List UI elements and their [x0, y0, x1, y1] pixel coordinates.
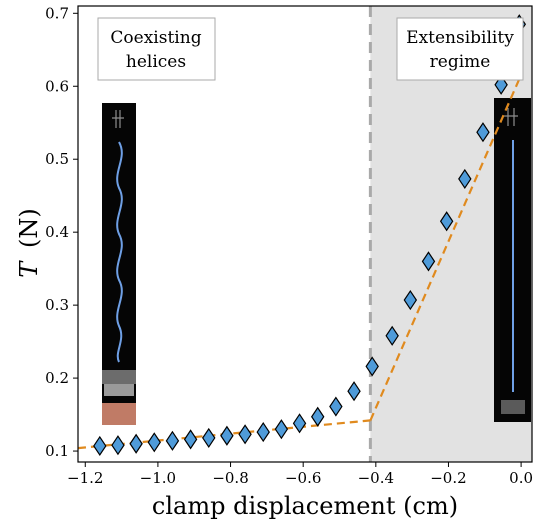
x-axis-ticks: −1.2 −1.0 −0.8 −0.6 −0.4 −0.2 0.0: [67, 462, 533, 487]
y-tick-label: 0.7: [45, 4, 69, 22]
straight-filament-photo-inset: [494, 98, 531, 422]
data-point: [403, 289, 418, 311]
y-tick-label: 0.3: [45, 296, 69, 314]
data-point: [310, 406, 325, 427]
data-point: [183, 429, 198, 450]
helix-photo-inset: [102, 103, 136, 425]
annotation-line: Coexisting: [110, 28, 201, 48]
data-point: [202, 427, 216, 449]
y-axis-label: T (N): [15, 208, 43, 277]
data-point: [256, 422, 270, 443]
data-point: [238, 424, 252, 445]
y-tick-label: 0.5: [45, 150, 69, 168]
data-point: [458, 168, 472, 189]
annotation-line: helices: [126, 52, 186, 72]
fit-line: [369, 78, 521, 421]
x-tick-label: −1.0: [140, 469, 176, 487]
y-tick-label: 0.4: [45, 223, 69, 241]
data-point: [147, 432, 161, 453]
data-point: [93, 435, 107, 457]
data-point: [292, 413, 307, 434]
data-point: [476, 122, 490, 143]
data-point: [439, 211, 454, 232]
data-point: [165, 430, 180, 451]
data-point: [347, 381, 361, 402]
x-axis-label: clamp displacement (cm): [152, 492, 458, 520]
annotation-line: Extensibility: [406, 28, 514, 48]
svg-text:T (N): T (N): [15, 208, 43, 277]
y-tick-label: 0.6: [45, 77, 69, 95]
y-tick-label: 0.1: [45, 442, 69, 460]
data-point: [220, 425, 234, 446]
x-tick-label: 0.0: [509, 469, 533, 487]
annotation-line: regime: [430, 52, 491, 72]
plot-frame: [77, 5, 533, 463]
y-tick-label: 0.2: [45, 369, 69, 387]
x-tick-label: −0.8: [212, 469, 248, 487]
x-tick-label: −0.2: [430, 469, 466, 487]
data-point: [365, 356, 379, 377]
data-point: [421, 251, 436, 272]
x-tick-label: −1.2: [67, 469, 103, 487]
data-point: [329, 396, 343, 417]
y-axis-ticks: 0.1 0.2 0.3 0.4 0.5 0.6 0.7: [45, 4, 78, 460]
annotation-coexisting-helices: Coexisting helices: [97, 17, 216, 81]
y-axis-label-unit: (N): [15, 208, 43, 248]
y-axis-label-symbol: T: [15, 260, 43, 278]
data-point: [274, 419, 289, 440]
data-point: [385, 325, 399, 346]
annotation-extensibility-regime: Extensibility regime: [396, 17, 524, 81]
x-tick-label: −0.6: [285, 469, 321, 487]
data-point: [111, 435, 125, 456]
x-tick-label: −0.4: [358, 469, 394, 487]
data-point: [129, 433, 143, 454]
